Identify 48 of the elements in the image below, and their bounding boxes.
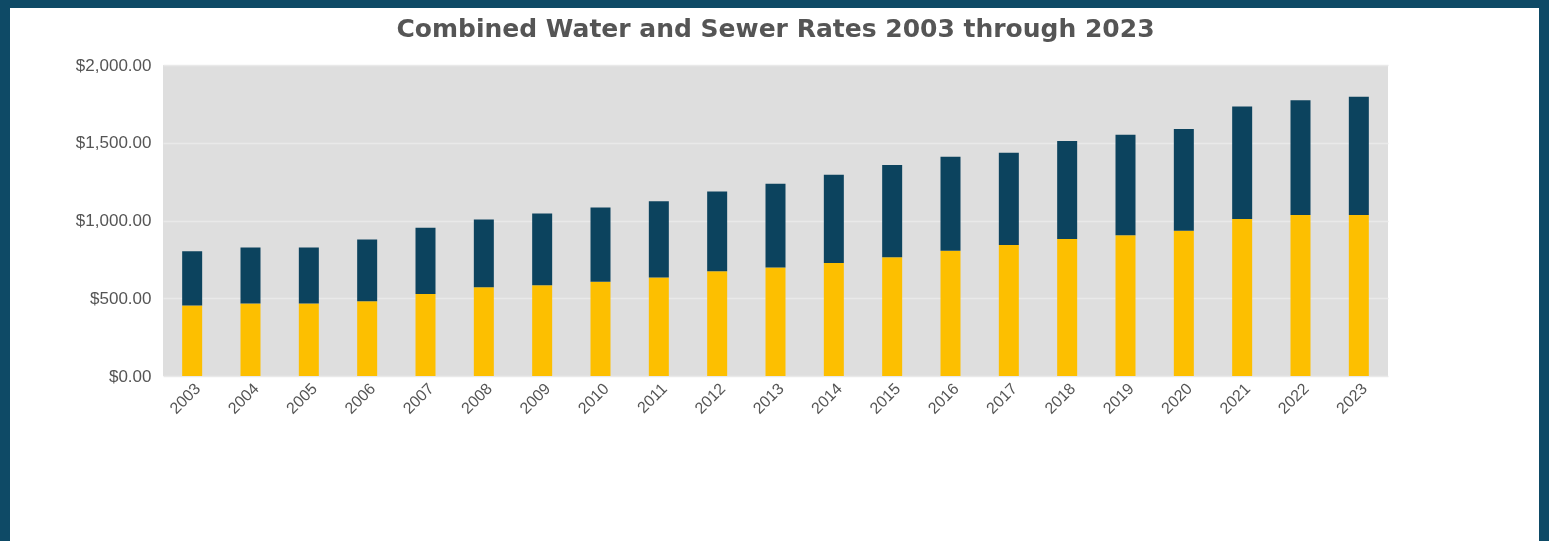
bar	[1232, 106, 1253, 219]
bar	[1290, 214, 1311, 376]
bar	[240, 303, 261, 376]
bar	[590, 281, 611, 376]
y-tick-label: $0.00	[108, 366, 152, 386]
bar	[1057, 140, 1078, 239]
bar	[1232, 218, 1253, 376]
y-tick-label: $500.00	[90, 288, 152, 308]
bar	[707, 191, 728, 272]
bar	[648, 201, 669, 278]
bar	[648, 277, 669, 376]
bar	[940, 250, 961, 376]
bar	[357, 301, 378, 376]
y-tick-label: $1,000.00	[75, 211, 152, 230]
bar	[357, 239, 378, 302]
bar	[1348, 96, 1369, 215]
bar	[532, 285, 553, 376]
bar	[823, 263, 844, 376]
bar	[707, 271, 728, 376]
y-tick-label: $1,500.00	[75, 133, 152, 153]
bar	[415, 293, 436, 376]
bar	[590, 207, 611, 282]
bar	[1173, 230, 1194, 376]
chart-title: Combined Water and Sewer Rates 2003 through 2023	[396, 14, 1155, 43]
y-tick-label: $2,000.00	[75, 55, 152, 75]
bar	[882, 257, 903, 376]
bar	[765, 267, 786, 376]
bar	[1115, 235, 1136, 376]
bar	[473, 287, 494, 376]
bar	[823, 174, 844, 264]
bar	[298, 303, 319, 376]
bar	[1348, 214, 1369, 376]
bar	[182, 305, 203, 376]
bar	[1115, 134, 1136, 236]
bar	[1290, 100, 1311, 215]
bar	[182, 251, 203, 306]
bar	[1173, 128, 1194, 231]
bar	[1057, 239, 1078, 376]
bar	[998, 152, 1019, 246]
bar	[882, 164, 903, 258]
bar	[532, 213, 553, 286]
bar	[940, 156, 961, 251]
bar	[415, 227, 436, 294]
bar	[998, 245, 1019, 376]
bar	[298, 247, 319, 304]
bar	[765, 183, 786, 268]
bar	[473, 219, 494, 288]
bar	[240, 247, 261, 304]
